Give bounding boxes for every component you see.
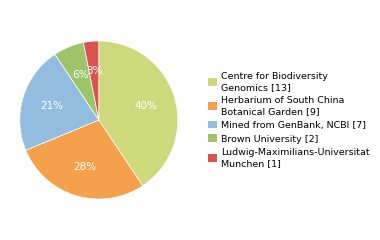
Text: 6%: 6% [72, 70, 88, 80]
Wedge shape [20, 54, 99, 150]
Wedge shape [99, 41, 178, 186]
Wedge shape [26, 120, 143, 199]
Text: 21%: 21% [40, 101, 63, 111]
Text: 3%: 3% [86, 66, 102, 76]
Legend: Centre for Biodiversity
Genomics [13], Herbarium of South China
Botanical Garden: Centre for Biodiversity Genomics [13], H… [206, 70, 372, 170]
Wedge shape [55, 42, 99, 120]
Text: 28%: 28% [73, 162, 96, 172]
Wedge shape [83, 41, 99, 120]
Text: 40%: 40% [134, 101, 157, 111]
